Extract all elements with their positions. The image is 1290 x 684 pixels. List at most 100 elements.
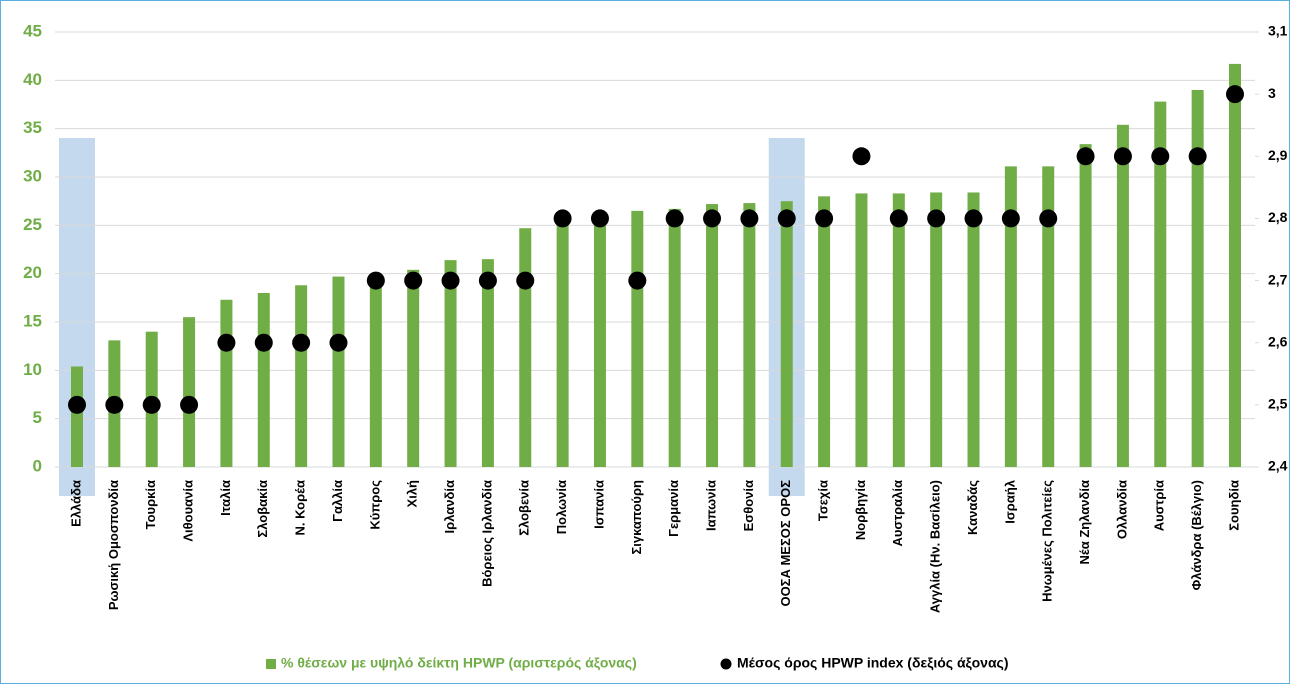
dot — [1039, 209, 1058, 228]
dot — [105, 395, 124, 414]
y-tick-label: 35 — [23, 118, 42, 137]
x-tick-label: Ιταλία — [218, 480, 233, 516]
y2-tick-label: 2,9 — [1268, 147, 1288, 163]
x-tick-label: Εσθονία — [741, 480, 756, 531]
y-tick-label: 15 — [23, 311, 42, 330]
x-tick-label: Νέα Ζηλανδία — [1077, 480, 1092, 565]
x-tick-label: Ισραήλ — [1002, 479, 1017, 523]
x-tick-label: Καναδάς — [965, 480, 980, 535]
bar — [220, 299, 233, 467]
dot — [1188, 147, 1207, 166]
bar — [1079, 144, 1092, 467]
dot — [292, 333, 311, 352]
x-tick-label: Γαλλία — [330, 480, 345, 522]
x-tick-label: Ολλανδία — [1114, 480, 1129, 539]
dot — [889, 209, 908, 228]
bar — [71, 366, 83, 467]
dot — [1113, 147, 1132, 166]
bar — [1042, 166, 1055, 467]
bar — [1229, 63, 1241, 468]
bar — [930, 192, 943, 467]
bar — [1004, 166, 1017, 467]
bar — [967, 192, 980, 467]
x-tick-label: Τσεχία — [816, 480, 831, 521]
bar — [183, 317, 196, 467]
dot — [740, 209, 759, 228]
x-tick-label: Ηνωμένες Πολιτείες — [1040, 480, 1055, 602]
x-tick-label: Νορβηγία — [853, 480, 868, 540]
dot — [366, 271, 385, 290]
x-tick-label: Ρωσική Ομοσπονδία — [106, 480, 121, 610]
legend-label: Μέσος όρος HPWP index (δεξιός άξονας) — [737, 655, 1009, 671]
y-tick-label: 5 — [33, 408, 42, 427]
bar — [1116, 124, 1129, 468]
dot — [852, 147, 871, 166]
bar — [519, 228, 532, 467]
bar — [855, 193, 868, 467]
x-tick-label: Ελλάδα — [68, 480, 83, 527]
dot — [553, 209, 572, 228]
dot — [590, 209, 609, 228]
y-tick-label: 20 — [23, 263, 42, 282]
bar — [444, 260, 457, 467]
bar — [706, 204, 719, 468]
dot — [1151, 147, 1170, 166]
x-tick-label: Χιλή — [405, 480, 420, 508]
y2-tick-label: 2,8 — [1268, 209, 1288, 225]
bar — [593, 215, 606, 467]
x-tick-label: Φλάνδρα (Βέλγιο) — [1189, 480, 1204, 590]
bar — [743, 203, 756, 467]
bar — [1154, 101, 1167, 467]
dot — [478, 271, 497, 290]
bar — [295, 285, 308, 467]
legend-label: % θέσεων με υψηλό δείκτη HPWP (αριστερός… — [281, 655, 637, 671]
x-tick-label: Σλοβενία — [517, 480, 532, 536]
x-tick-label: Σλοβακία — [255, 480, 270, 538]
dot — [254, 333, 273, 352]
bar — [780, 201, 793, 467]
dot — [404, 271, 423, 290]
y-tick-label: 10 — [23, 360, 42, 379]
x-tick-label: Σιγκαπούρη — [629, 480, 644, 555]
y2-tick-label: 2,4 — [1268, 458, 1288, 474]
y-tick-label: 25 — [23, 215, 42, 234]
dot — [665, 209, 684, 228]
legend-swatch — [720, 658, 732, 670]
dot — [1001, 209, 1020, 228]
y2-tick-label: 3,1 — [1268, 23, 1288, 39]
x-tick-label: Ιαπωνία — [703, 480, 718, 531]
dot — [628, 271, 647, 290]
x-tick-label: Βόρειος Ιρλανδία — [479, 480, 494, 587]
x-tick-label: Αγγλία (Ην. Βασίλειο) — [928, 480, 943, 613]
y2-tick-label: 3 — [1268, 85, 1276, 101]
x-tick-label: Τουρκία — [143, 480, 158, 529]
y-tick-label: 0 — [33, 456, 42, 475]
x-tick-label: Γερμανία — [666, 480, 681, 537]
legend-swatch — [266, 659, 276, 669]
dot — [142, 395, 161, 414]
dot — [964, 209, 983, 228]
dot — [777, 209, 796, 228]
dot — [68, 395, 86, 414]
x-tick-label: Σουηδία — [1226, 480, 1241, 531]
x-tick-label: Πολωνία — [554, 480, 569, 534]
x-tick-label: Αυστρία — [1152, 480, 1167, 531]
bar — [257, 293, 270, 467]
bar — [556, 216, 569, 467]
x-tick-label: Ιρλανδία — [442, 480, 457, 533]
bar — [332, 276, 345, 467]
dot — [180, 395, 199, 414]
x-tick-label: Κύπρος — [367, 480, 382, 530]
dot — [815, 209, 834, 228]
bar — [668, 208, 681, 467]
y2-tick-label: 2,6 — [1268, 333, 1288, 349]
dot — [1076, 147, 1095, 166]
bar — [1191, 90, 1204, 467]
dot — [1226, 85, 1244, 104]
dot — [441, 271, 460, 290]
dot — [703, 209, 722, 228]
x-tick-label: Ν. Κορέα — [293, 480, 308, 536]
dot — [329, 333, 348, 352]
